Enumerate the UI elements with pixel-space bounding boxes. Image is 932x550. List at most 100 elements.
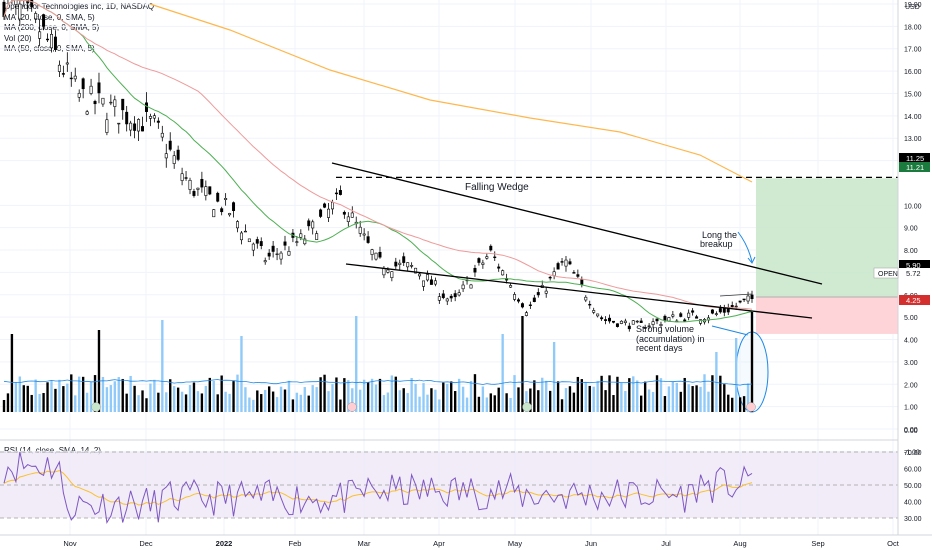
- candle-down: [680, 314, 682, 317]
- candle-up: [110, 102, 112, 103]
- volume-bar-up: [687, 384, 689, 412]
- wedge-upper-line: [332, 163, 822, 284]
- candle-up: [458, 293, 460, 295]
- price-tick-label: 15.00: [904, 91, 922, 98]
- volume-bar-up: [213, 381, 215, 412]
- volume-bar-down: [561, 399, 563, 412]
- candle-down: [268, 253, 270, 256]
- candle-down: [557, 263, 559, 269]
- candle-down: [82, 79, 84, 89]
- volume-bar-up: [252, 400, 254, 412]
- volume-bar-up: [636, 380, 638, 412]
- volume-bar-down: [319, 377, 321, 412]
- candle-down: [719, 308, 721, 312]
- volume-bar-down: [711, 375, 713, 412]
- volume-bar-up: [363, 380, 365, 412]
- candle-up: [513, 294, 515, 299]
- volume-bar-up: [541, 378, 543, 412]
- candle-up: [482, 263, 484, 265]
- volume-bar-up: [735, 338, 737, 412]
- candle-down: [201, 179, 203, 187]
- target-zone: [756, 178, 898, 297]
- candle-down: [272, 246, 274, 251]
- price-tick-label: 17.00: [904, 47, 922, 54]
- candle-up: [102, 98, 104, 104]
- price-tick-label: 1.00: [904, 405, 918, 412]
- candle-up: [213, 210, 215, 217]
- candle-up: [624, 321, 626, 323]
- time-tick-label: Jul: [661, 539, 671, 548]
- volume-bar-down: [145, 398, 147, 412]
- price-tick-label: 19.00: [904, 2, 922, 9]
- volume-bar-up: [197, 391, 199, 412]
- candle-down: [367, 237, 369, 243]
- volume-bar-down: [490, 393, 492, 412]
- candle-down: [529, 305, 531, 306]
- candle-up: [288, 251, 290, 255]
- volume-bar-down: [256, 390, 258, 412]
- volume-bar-down: [126, 394, 128, 412]
- price-label-text: 11.21: [906, 163, 924, 172]
- candle-up: [545, 291, 547, 293]
- candle-up: [228, 213, 230, 214]
- candle-down: [133, 124, 135, 131]
- volume-bar-up: [466, 398, 468, 412]
- candle-down: [319, 210, 321, 217]
- candle-down: [193, 191, 195, 195]
- volume-bar-down: [122, 379, 124, 412]
- volume-bar-down: [454, 391, 456, 412]
- volume-bar-up: [676, 383, 678, 412]
- volume-bar-up: [304, 387, 306, 412]
- candle-up: [165, 154, 167, 158]
- rsi-tick-label: 50.00: [904, 483, 922, 490]
- volume-bar-down: [628, 378, 630, 412]
- volume-bar-down: [474, 374, 476, 412]
- candle-down: [157, 121, 159, 122]
- candle-up: [300, 234, 302, 237]
- volume-bar-down: [517, 387, 519, 412]
- candle-up: [620, 321, 622, 323]
- candle-down: [217, 193, 219, 201]
- candle-down: [62, 73, 64, 74]
- candle-up: [280, 253, 282, 259]
- volume-bar-up: [482, 386, 484, 412]
- rsi-tick-label: 70.00: [904, 450, 922, 457]
- volume-bar-down: [719, 376, 721, 412]
- candle-up: [565, 260, 567, 266]
- candle-down: [209, 187, 211, 194]
- volume-bar-up: [19, 376, 21, 412]
- candle-up: [181, 174, 183, 181]
- volume-bar-down: [498, 388, 500, 412]
- volume-bar-down: [42, 393, 44, 412]
- candle-up: [410, 265, 412, 266]
- volume-bar-down: [268, 386, 270, 412]
- volume-bar-up: [648, 389, 650, 412]
- volume-bar-down: [31, 395, 33, 412]
- volume-bar-up: [375, 385, 377, 412]
- candle-up: [668, 318, 670, 321]
- rsi-tick-label: 40.00: [904, 500, 922, 507]
- time-tick-label: Dec: [139, 539, 153, 548]
- volume-bar-down: [684, 378, 686, 412]
- volume-bar-up: [149, 384, 151, 412]
- price-tick-label: 13.00: [904, 136, 922, 143]
- candle-down: [474, 268, 476, 272]
- open-tag-text: OPEN: [878, 271, 898, 278]
- candle-up: [632, 321, 634, 325]
- volume-bar-up: [240, 336, 242, 412]
- candle-down: [177, 150, 179, 159]
- volume-bar-up: [161, 320, 163, 412]
- volume-bar-up: [596, 381, 598, 412]
- time-tick-label: Nov: [63, 539, 77, 548]
- volume-bar-up: [462, 387, 464, 412]
- volume-bar-down: [612, 395, 614, 412]
- volume-bar-up: [315, 387, 317, 412]
- volume-bar-down: [54, 389, 56, 412]
- candle-down: [604, 320, 606, 321]
- volume-bar-down: [521, 316, 523, 412]
- volume-bar-down: [727, 395, 729, 412]
- ma50-line: [4, 0, 752, 309]
- volume-bar-up: [703, 374, 705, 412]
- candle-up: [375, 253, 377, 259]
